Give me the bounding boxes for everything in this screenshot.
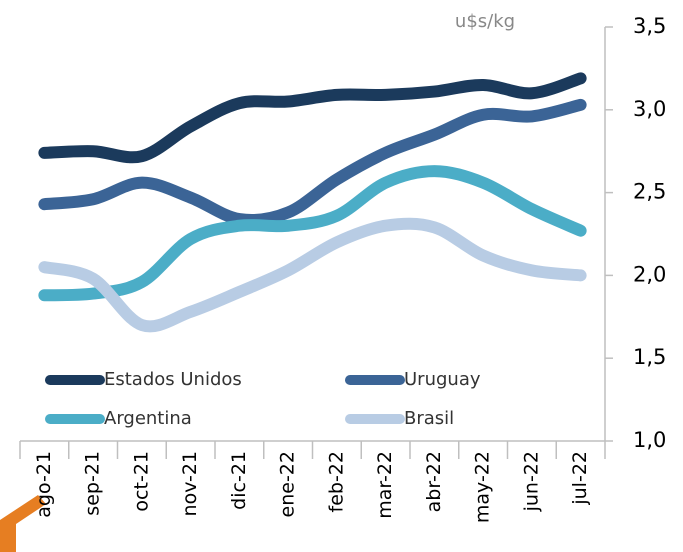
x-tick-label: sep-21 — [82, 451, 104, 516]
x-tick-label: may-22 — [472, 451, 494, 523]
logo-fragment — [0, 495, 46, 552]
y-tick-label: 3,5 — [633, 14, 666, 38]
line-series — [38, 217, 587, 333]
y-axis-unit: u$s/kg — [455, 11, 515, 32]
y-tick-label: 1,0 — [633, 428, 666, 452]
x-tick-label: mar-22 — [374, 451, 396, 519]
y-tick-label: 1,5 — [633, 345, 666, 369]
x-tick-label: abr-22 — [423, 451, 445, 512]
legend-label: Brasil — [404, 408, 454, 429]
x-tick-label: jun-22 — [520, 451, 542, 512]
y-tick-label: 2,0 — [633, 262, 666, 286]
x-tick-label: oct-21 — [130, 451, 152, 512]
legend-label: Argentina — [104, 408, 192, 429]
line-series — [38, 98, 587, 227]
y-tick-label: 2,5 — [633, 180, 666, 204]
x-tick-label: jul-22 — [569, 451, 591, 506]
x-tick-label: ene-22 — [277, 451, 299, 517]
line-series — [38, 72, 587, 164]
line-series — [38, 165, 587, 302]
x-tick-label: dic-21 — [228, 451, 250, 510]
legend-label: Estados Unidos — [104, 369, 242, 390]
x-tick-label: nov-21 — [179, 451, 201, 516]
legend-label: Uruguay — [404, 369, 481, 390]
x-tick-label: ago-21 — [33, 451, 55, 518]
y-tick-label: 3,0 — [633, 97, 666, 121]
x-tick-label: feb-22 — [325, 451, 347, 512]
